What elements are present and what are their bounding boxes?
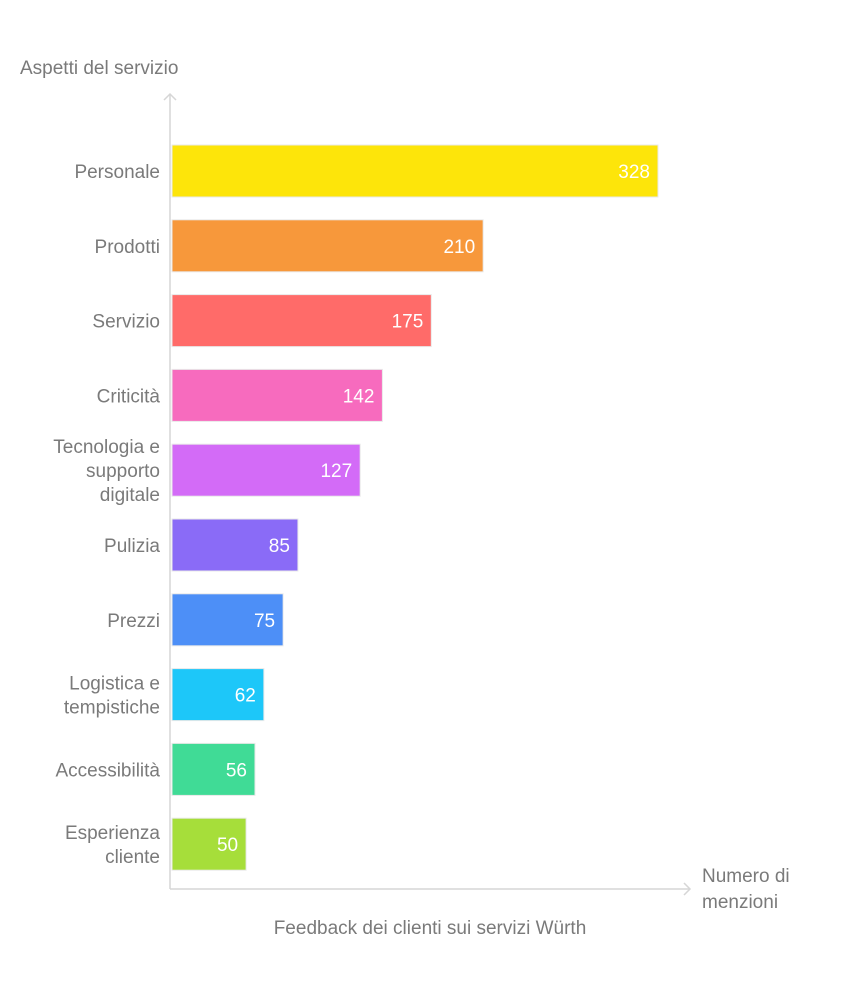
y-axis-arrow-icon bbox=[163, 92, 177, 101]
bars: 328 210 175 142 127 85 75 62 56 50 bbox=[171, 144, 659, 871]
bar-5 bbox=[171, 518, 299, 572]
bar-value-label: 85 bbox=[269, 536, 290, 557]
bar-value-label: 175 bbox=[392, 312, 424, 333]
bar-9 bbox=[171, 817, 247, 871]
bar-value-label: 50 bbox=[217, 835, 238, 856]
bar-7 bbox=[171, 668, 265, 722]
chart-caption: Feedback dei clienti sui servizi Würth bbox=[0, 918, 850, 940]
bar-8 bbox=[171, 742, 256, 796]
bar-4 bbox=[171, 443, 361, 497]
category-label: Prodotti bbox=[95, 237, 160, 258]
bar-value-label: 127 bbox=[320, 461, 352, 482]
bar-3 bbox=[171, 368, 383, 422]
y-axis-label: Aspetti del servizio bbox=[20, 58, 179, 79]
bar-value-label: 210 bbox=[443, 237, 475, 258]
category-label: Logistica e tempistiche bbox=[64, 674, 160, 719]
category-label: Tecnologia e supporto digitale bbox=[53, 437, 160, 506]
bar-value-label: 75 bbox=[254, 611, 275, 632]
category-label: Prezzi bbox=[107, 611, 160, 632]
bar-value-label: 328 bbox=[618, 162, 650, 183]
bar-value-label: 62 bbox=[235, 686, 256, 707]
axes bbox=[163, 92, 692, 896]
category-label: Servizio bbox=[92, 312, 160, 333]
bar-value-label: 142 bbox=[343, 386, 375, 407]
category-label: Accessibilità bbox=[55, 760, 160, 781]
x-axis-label: Numero di menzioni bbox=[702, 866, 790, 913]
category-label: Personale bbox=[74, 162, 160, 183]
bar-2 bbox=[171, 294, 432, 348]
x-axis-arrow-icon bbox=[683, 882, 692, 896]
category-label: Criticità bbox=[97, 386, 161, 407]
category-labels: Personale Prodotti Servizio Criticità Tecnol… bbox=[53, 162, 160, 868]
bar-1 bbox=[171, 219, 484, 273]
bar-0 bbox=[171, 144, 659, 198]
bar-value-label: 56 bbox=[226, 760, 247, 781]
bar-6 bbox=[171, 593, 284, 647]
category-label: Pulizia bbox=[104, 536, 160, 557]
chart-caption-text: Feedback dei clienti sui servizi Würth bbox=[273, 918, 587, 939]
category-label: Esperienza cliente bbox=[65, 823, 160, 868]
